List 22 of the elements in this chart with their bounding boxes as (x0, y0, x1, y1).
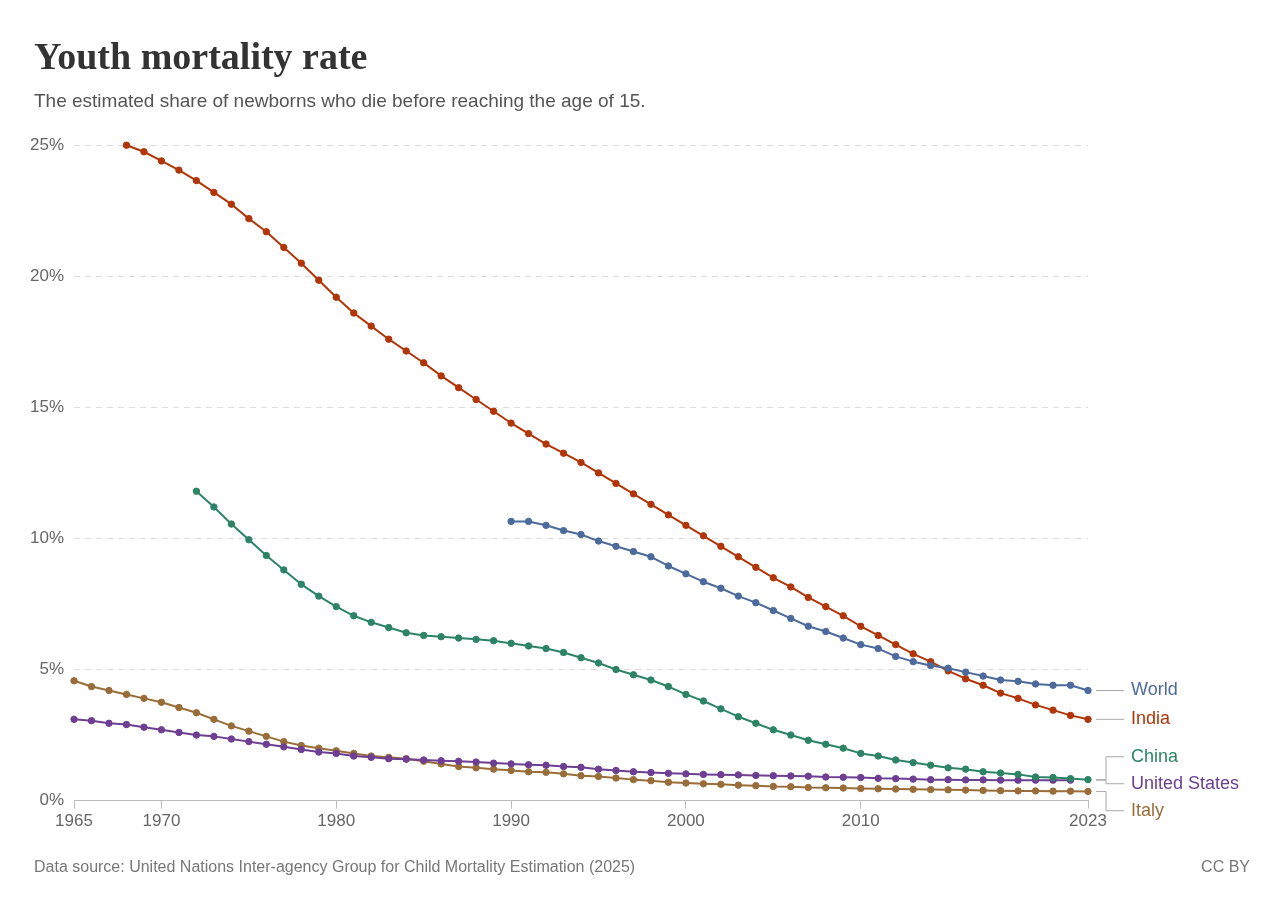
text: China (1131, 745, 1180, 766)
text: Italy (1131, 799, 1165, 820)
y-tick-label: 0% (39, 790, 65, 810)
text: India (1131, 708, 1172, 729)
x-tick-label: 1990 (492, 811, 530, 831)
y-tick-label: 15% (29, 397, 65, 417)
x-tick-label: 1970 (142, 811, 181, 831)
y-tick-label: 25% (29, 134, 65, 154)
chart-subtitle: The estimated share of newborns who die before reaching the age of 15. (34, 90, 646, 112)
text: World (1131, 679, 1178, 700)
y-tick-label: 10% (29, 528, 65, 548)
text: CC BY (1201, 858, 1250, 876)
x-tick-label: 1965 (55, 811, 93, 831)
x-tick-label: 2023 (1069, 811, 1107, 831)
chart-title: Youth mortality rate (34, 34, 368, 78)
source-note: Data source: United Nations Inter-agency Group for Child Mortality Estimation (2025) (34, 858, 636, 876)
x-tick-label: 2000 (666, 811, 705, 831)
y-tick-label: 5% (39, 659, 65, 679)
y-tick-label: 20% (29, 265, 65, 285)
x-tick-label: 2010 (841, 811, 880, 831)
text: United States (1131, 772, 1240, 793)
x-tick-label: 1980 (317, 811, 356, 831)
